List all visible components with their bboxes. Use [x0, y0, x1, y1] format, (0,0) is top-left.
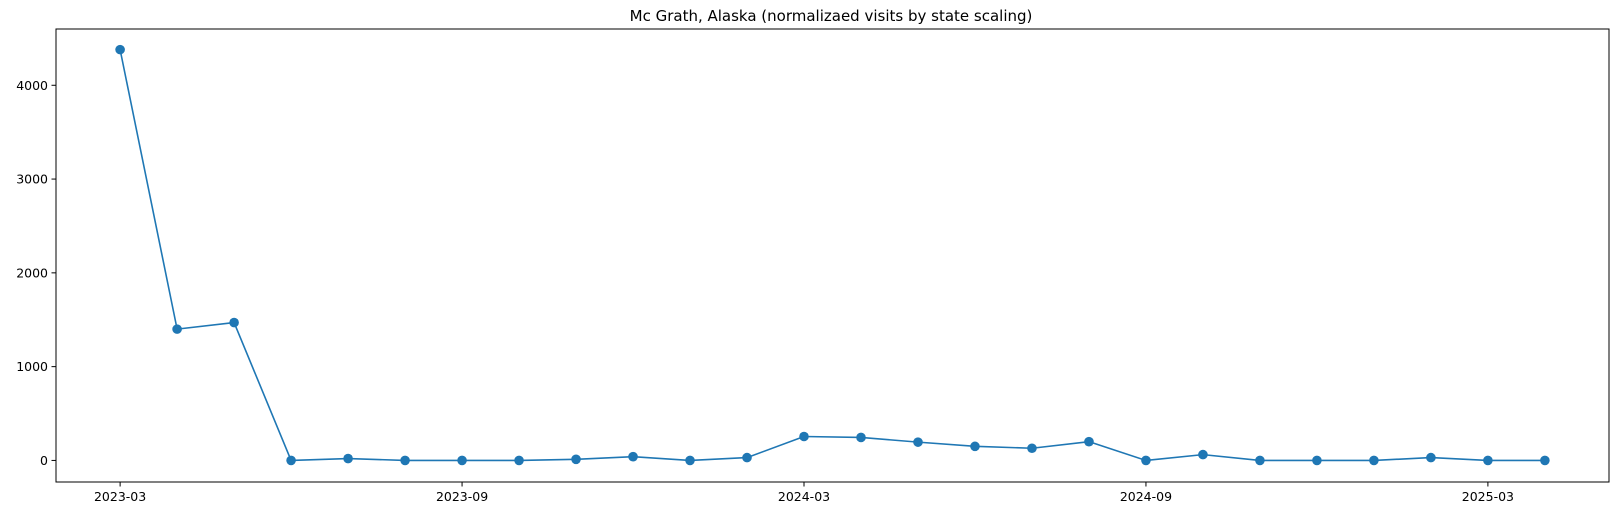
data-point: [115, 44, 125, 55]
data-point: [1255, 455, 1265, 466]
series-line: [119, 49, 1545, 462]
y-tick-label: 2000: [16, 265, 48, 280]
data-point: [286, 455, 296, 466]
data-point: [343, 453, 353, 464]
data-point: [685, 455, 695, 466]
data-point: [1084, 436, 1094, 447]
y-tick-label: 0: [40, 453, 48, 468]
data-point: [1426, 452, 1436, 463]
data-point: [400, 455, 410, 466]
x-tick-label: 2023-09: [436, 489, 488, 504]
data-point: [913, 437, 923, 447]
data-point: [172, 324, 182, 334]
data-point: [1312, 455, 1322, 466]
data-point: [1540, 455, 1550, 466]
data-point: [571, 454, 581, 465]
data-point: [1369, 455, 1379, 466]
data-point: [514, 455, 524, 466]
x-tick-label: 2025-03: [1462, 489, 1514, 504]
data-point: [457, 455, 467, 466]
plot-frame: [55, 28, 1610, 483]
data-point: [229, 317, 239, 328]
data-point: [1141, 455, 1151, 466]
data-point: [799, 431, 809, 442]
y-tick-label: 3000: [16, 172, 48, 187]
plot-area: [115, 44, 1550, 466]
y-tick-label: 1000: [16, 359, 48, 374]
data-point: [1027, 443, 1037, 454]
data-point: [970, 441, 980, 452]
x-tick-label: 2024-03: [778, 489, 830, 504]
y-tick-label: 4000: [16, 78, 48, 93]
x-tick-label: 2024-09: [1120, 489, 1172, 504]
data-point: [1483, 455, 1493, 466]
data-point: [1198, 449, 1208, 460]
data-point: [742, 452, 752, 463]
axes: 0 1000 2000 3000 4000 2023-03 2023-09 2024-03 20…: [16, 28, 1610, 504]
data-point: [628, 451, 638, 462]
chart-title: Mc Grath, Alaska (normalizaed visits by …: [630, 7, 1033, 25]
x-tick-label: 2023-03: [94, 489, 146, 504]
data-point: [856, 432, 866, 443]
